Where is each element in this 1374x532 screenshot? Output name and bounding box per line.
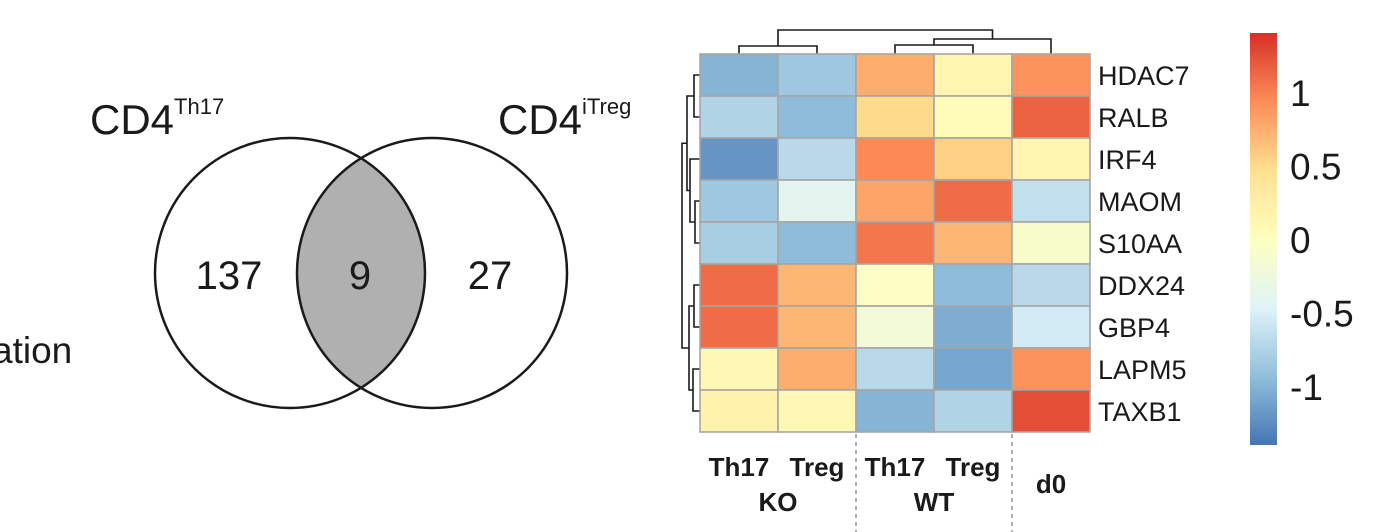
venn-right-superscript: iTreg — [582, 94, 631, 119]
dendrogram-branch — [738, 45, 818, 54]
colorbar-gradient — [1250, 33, 1277, 445]
column-dendrogram — [738, 29, 1052, 54]
row-label: RALB — [1098, 103, 1169, 133]
heatmap-cell — [1011, 221, 1091, 265]
row-labels: HDAC7 RALB IRF4 MAOM S10AA DDX24 GBP4 LAPM5 TAXB… — [1098, 61, 1190, 427]
heatmap-cell — [1011, 389, 1091, 433]
heatmap-cell — [933, 347, 1013, 391]
heatmap-cell — [855, 53, 935, 97]
heatmap-cell — [777, 137, 857, 181]
dendrogram-branch — [933, 38, 1052, 54]
heatmap-cell — [1011, 347, 1091, 391]
heatmap-cell — [699, 179, 779, 223]
heatmap-cell — [855, 137, 935, 181]
heatmap-cell — [1011, 137, 1091, 181]
heatmap-cell — [699, 137, 779, 181]
colorbar: 1 0.5 0 -0.5 -1 — [1250, 33, 1354, 445]
row-dendrogram — [681, 74, 700, 412]
heatmap-cell — [777, 179, 857, 223]
row-label: IRF4 — [1098, 145, 1157, 175]
heatmap: HDAC7 RALB IRF4 MAOM S10AA DDX24 GBP4 LAPM5 TAXB… — [681, 29, 1190, 532]
heatmap-cell — [855, 347, 935, 391]
venn-diagram: CD4Th17 CD4iTreg 137 9 27 — [90, 94, 631, 410]
heatmap-cell — [699, 263, 779, 307]
venn-intersection-count: 9 — [349, 254, 371, 298]
heatmap-cell — [1011, 95, 1091, 139]
heatmap-cell — [699, 53, 779, 97]
heatmap-cell — [933, 137, 1013, 181]
heatmap-cell — [855, 95, 935, 139]
column-label: d0 — [1036, 469, 1066, 499]
row-label: LAPM5 — [1098, 355, 1187, 385]
venn-right-title: CD4iTreg — [498, 94, 631, 143]
heatmap-cell — [1011, 179, 1091, 223]
group-separators — [855, 434, 1013, 532]
heatmap-cell — [777, 347, 857, 391]
column-label: Th17 — [709, 452, 770, 482]
column-label: Treg — [790, 452, 845, 482]
cropped-label: ation — [0, 330, 72, 371]
heatmap-cell — [933, 221, 1013, 265]
column-group-label: WT — [914, 487, 955, 517]
row-label: HDAC7 — [1098, 61, 1190, 91]
heatmap-cell — [699, 347, 779, 391]
column-labels: Th17 Treg Th17 Treg d0 KO WT — [709, 452, 1067, 517]
heatmap-cell — [855, 221, 935, 265]
dendrogram-branch — [693, 284, 700, 328]
heatmap-cell — [933, 95, 1013, 139]
heatmap-cell — [855, 389, 935, 433]
column-label: Treg — [946, 452, 1001, 482]
heatmap-cell — [777, 305, 857, 349]
heatmap-cell — [933, 305, 1013, 349]
colorbar-tick-label: 1 — [1290, 73, 1311, 114]
venn-right-count: 27 — [468, 254, 513, 298]
dendrogram-branch — [681, 142, 689, 349]
colorbar-ticks: 1 0.5 0 -0.5 -1 — [1290, 73, 1354, 408]
heatmap-cell — [855, 263, 935, 307]
heatmap-cell — [699, 95, 779, 139]
venn-left-name: CD4 — [90, 96, 174, 143]
colorbar-tick-label: 0 — [1290, 220, 1311, 261]
heatmap-cell — [933, 53, 1013, 97]
heatmap-cell — [1011, 263, 1091, 307]
heatmap-cell — [855, 179, 935, 223]
column-group-label: KO — [759, 487, 798, 517]
row-label: TAXB1 — [1098, 397, 1182, 427]
heatmap-cell — [855, 305, 935, 349]
heatmap-cell — [1011, 53, 1091, 97]
dendrogram-branch — [777, 29, 994, 46]
heatmap-cell — [777, 263, 857, 307]
row-label: DDX24 — [1098, 271, 1185, 301]
heatmap-cell — [777, 389, 857, 433]
heatmap-cells — [699, 53, 1091, 433]
heatmap-cell — [777, 53, 857, 97]
dendrogram-branch — [693, 74, 700, 118]
heatmap-cell — [1011, 305, 1091, 349]
colorbar-tick-label: 0.5 — [1290, 146, 1341, 187]
venn-left-count: 137 — [196, 254, 263, 298]
heatmap-cell — [933, 179, 1013, 223]
venn-intersection — [297, 158, 425, 388]
heatmap-cell — [933, 389, 1013, 433]
row-label: S10AA — [1098, 229, 1182, 259]
row-label: GBP4 — [1098, 313, 1170, 343]
heatmap-cell — [699, 221, 779, 265]
row-label: MAOM — [1098, 187, 1182, 217]
heatmap-cell — [777, 221, 857, 265]
dendrogram-branch — [692, 368, 700, 412]
heatmap-cell — [699, 389, 779, 433]
heatmap-cell — [699, 305, 779, 349]
venn-left-title: CD4Th17 — [90, 94, 224, 143]
venn-right-circle — [295, 136, 569, 410]
column-label: Th17 — [865, 452, 926, 482]
colorbar-tick-label: -0.5 — [1290, 294, 1354, 335]
venn-left-circle — [153, 136, 427, 410]
colorbar-tick-label: -1 — [1290, 367, 1323, 408]
venn-left-superscript: Th17 — [174, 94, 224, 119]
heatmap-cell — [777, 95, 857, 139]
heatmap-cell — [933, 263, 1013, 307]
dendrogram-branch — [894, 44, 974, 54]
venn-right-name: CD4 — [498, 96, 582, 143]
